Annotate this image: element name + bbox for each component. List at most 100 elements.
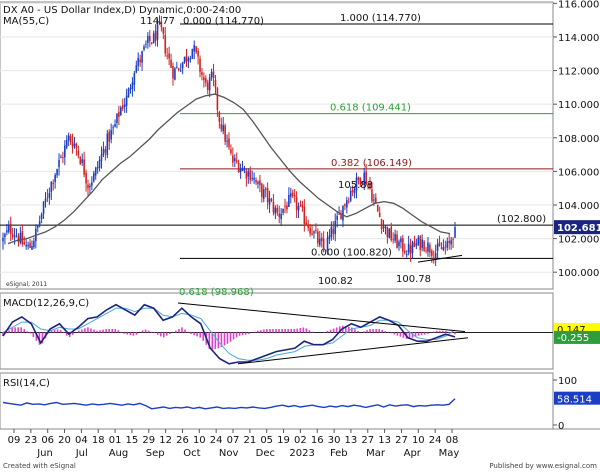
candle-body	[432, 258, 435, 259]
x-month-label: Jul	[75, 448, 88, 459]
rsi-line	[2, 398, 456, 410]
candle-body	[270, 199, 273, 201]
candle-body	[87, 184, 89, 189]
candle-body	[137, 57, 140, 66]
price-tick-label: 100.000	[558, 268, 599, 279]
price-tick-label: 106.000	[558, 167, 599, 178]
fib-label: (102.800)	[497, 214, 546, 225]
candle-body	[373, 199, 375, 201]
candle-body	[411, 242, 414, 254]
candle-body	[442, 247, 445, 250]
candle-body	[380, 219, 383, 230]
watermark: eSignal, 2011	[6, 281, 47, 288]
candle-body	[307, 224, 309, 228]
macd-signal-value: 0.147	[557, 325, 586, 336]
candle-body	[286, 205, 288, 210]
rsi-panel-frame	[0, 372, 554, 430]
candle-body	[291, 192, 294, 196]
candle-body	[166, 55, 168, 57]
candle-body	[409, 245, 412, 254]
candle-body	[152, 33, 155, 44]
candle-body	[19, 232, 22, 243]
candle-body	[280, 213, 282, 220]
candle-body	[176, 67, 178, 69]
candle-body	[355, 177, 358, 191]
candle-body	[150, 42, 153, 44]
candle-body	[102, 148, 105, 155]
price-tick-label: 112.000	[558, 67, 599, 78]
candle-body	[100, 154, 103, 161]
candle-body	[423, 241, 425, 251]
candle-body	[257, 181, 259, 184]
candle-body	[347, 201, 350, 203]
candle-body	[106, 133, 109, 155]
candle-body	[328, 235, 331, 239]
swing-high-annotation: 105.88	[338, 180, 373, 191]
rsi-tick-label: 100	[558, 376, 577, 387]
x-day-label: 20	[58, 435, 71, 446]
candle-body	[174, 68, 176, 80]
candle-body	[290, 193, 292, 197]
high-annotation: 114.77	[140, 16, 175, 27]
candle-body	[324, 250, 327, 252]
candle-body	[402, 238, 404, 252]
candle-body	[336, 215, 338, 220]
fib-zero-top-label: 0.000 (114.770)	[183, 16, 264, 27]
candle-body	[123, 104, 126, 108]
candle-body	[77, 150, 80, 156]
candle-body	[218, 112, 221, 122]
candle-body	[36, 225, 39, 228]
rsi-indicator: 100 0 58.514	[2, 376, 600, 432]
candle-body	[295, 197, 298, 210]
candle-body	[224, 125, 226, 142]
candle-body	[40, 214, 43, 219]
candle-body	[85, 172, 87, 184]
candle-body	[89, 185, 91, 188]
candle-body	[222, 125, 225, 132]
candle-body	[361, 181, 364, 183]
candle-body	[15, 235, 18, 237]
candle-body	[83, 159, 85, 175]
candle-body	[403, 250, 406, 253]
candle-body	[261, 183, 263, 197]
candle-body	[141, 51, 143, 63]
rsi-value-box	[554, 391, 600, 405]
macd-signal-line	[2, 307, 456, 361]
x-day-label: 06	[41, 435, 54, 446]
candle-body	[282, 208, 284, 213]
candle-body	[62, 157, 64, 158]
candle-body	[114, 124, 116, 127]
candle-body	[436, 243, 439, 251]
candle-body	[340, 213, 342, 220]
candle-body	[11, 233, 14, 237]
candle-body	[205, 78, 207, 83]
candle-body	[334, 221, 337, 235]
candle-body	[228, 138, 230, 148]
candle-body	[353, 188, 356, 194]
candle-body	[317, 231, 319, 244]
grid-lines	[0, 2, 553, 273]
candle-body	[120, 107, 122, 115]
price-tick-label: 116.000	[558, 0, 599, 10]
partial-fib-label: 0.618 (98.968)	[179, 287, 254, 298]
candle-body	[278, 213, 281, 218]
candle-body	[110, 130, 112, 140]
ma-indicator-label: MA(55,C)	[3, 16, 49, 27]
candle-body	[241, 167, 244, 171]
candle-body	[4, 234, 6, 238]
x-day-label: 09	[8, 435, 21, 446]
x-day-label: 13	[345, 435, 358, 446]
candle-body	[172, 65, 174, 79]
candle-body	[243, 168, 246, 171]
candle-body	[23, 242, 26, 245]
candle-body	[187, 58, 190, 62]
candle-body	[303, 206, 306, 224]
candle-body	[181, 62, 184, 69]
x-day-label: 16	[311, 435, 324, 446]
x-day-label: 05	[260, 435, 273, 446]
candle-body	[326, 237, 329, 252]
macd-lower-trendline	[237, 337, 469, 365]
candle-body	[131, 82, 134, 90]
chart-title: DX A0 - US Dollar Index,D) Dynamic,0:00-…	[3, 5, 241, 16]
x-day-label: 30	[328, 435, 341, 446]
